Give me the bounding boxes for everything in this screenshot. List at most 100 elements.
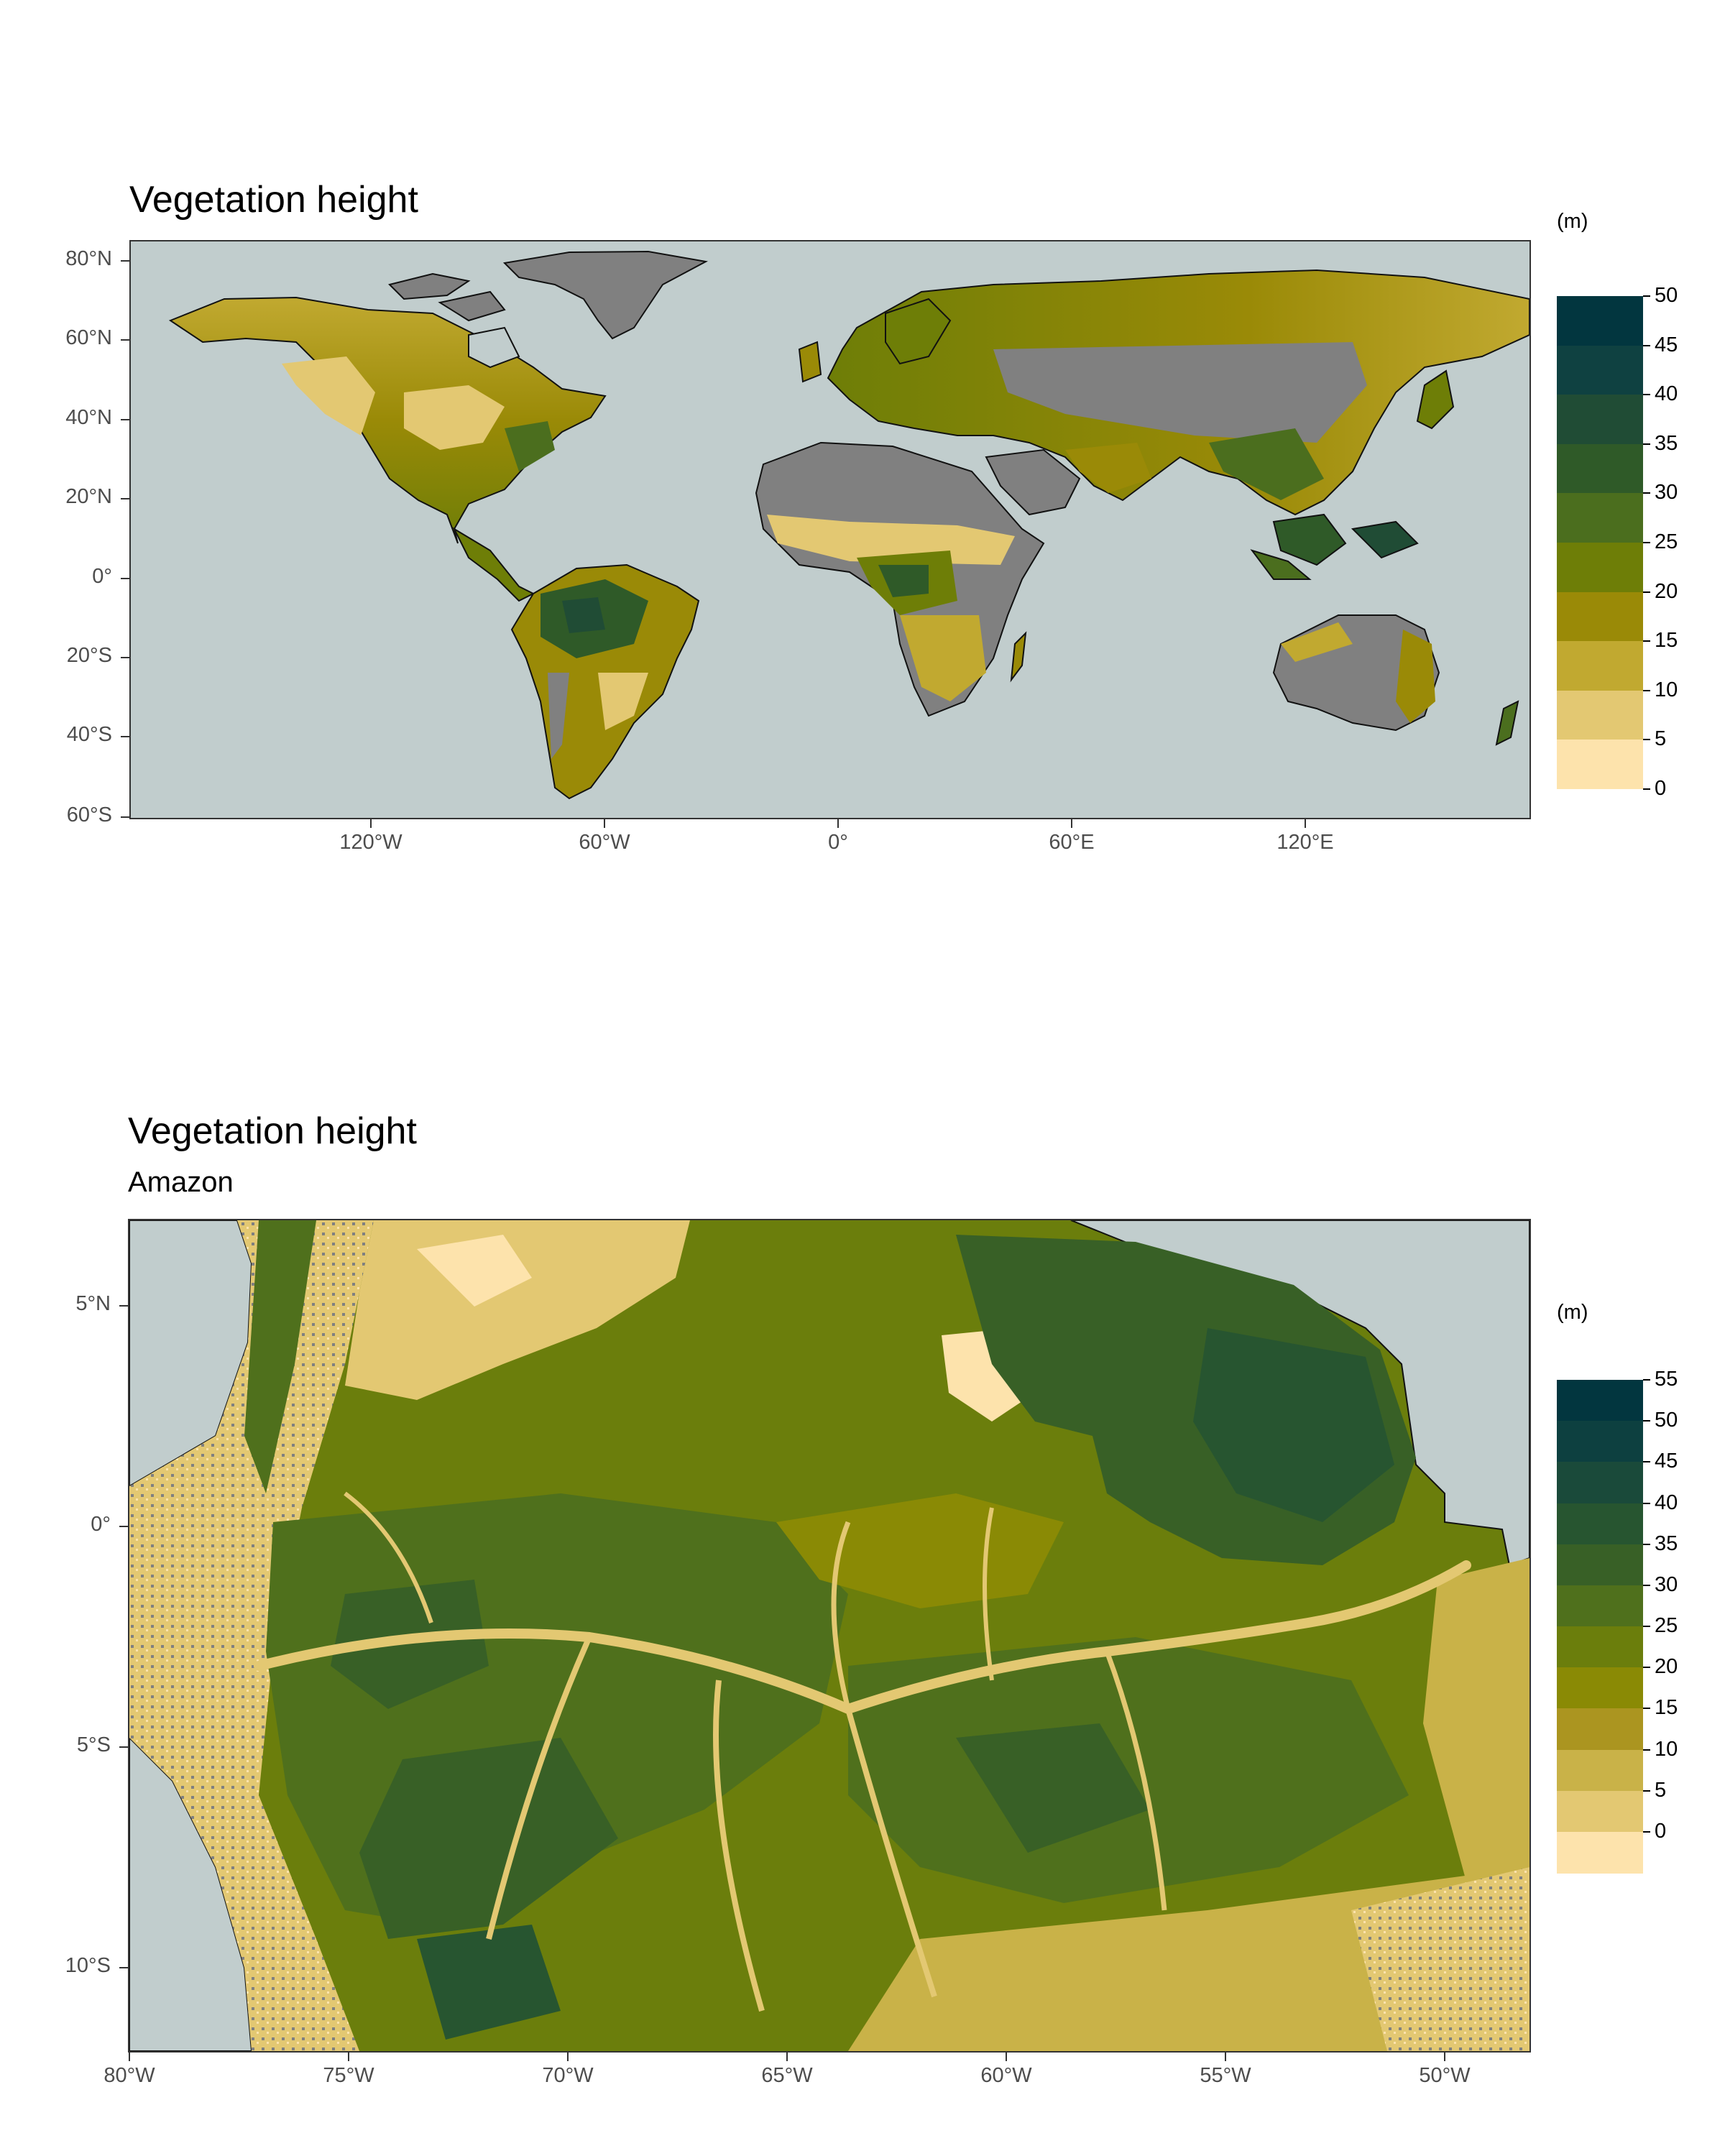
amazon-legend-label: 20: [1655, 1655, 1678, 1679]
world-x-label-120e: 120°E: [1276, 831, 1334, 854]
amazon-legend-label: 40: [1655, 1491, 1678, 1514]
amazon-river: [254, 1560, 1471, 1715]
greenland: [502, 250, 709, 340]
amazon-legend-swatch: [1557, 1503, 1643, 1545]
amazon-map-subtitle: Amazon: [128, 1166, 234, 1198]
world-map: [129, 240, 1531, 819]
world-map-canvas: [168, 250, 1530, 800]
world-legend-label: 15: [1655, 629, 1678, 653]
amazon-legend-tick: [1643, 1461, 1650, 1463]
amazon-legend-label: 15: [1655, 1696, 1678, 1720]
world-x-label-60e: 60°E: [1049, 831, 1095, 854]
world-legend-swatch: [1557, 296, 1643, 346]
amazon-legend-label: 30: [1655, 1572, 1678, 1596]
world-legend-tick: [1643, 640, 1650, 642]
world-x-label-60w: 60°W: [579, 831, 630, 854]
amazon-legend-label: 25: [1655, 1614, 1678, 1637]
amazon-x-label-55w: 55°W: [1200, 2064, 1251, 2087]
world-legend-label: 40: [1655, 382, 1678, 406]
world-y-label-40s: 40°S: [66, 723, 112, 746]
amazon-x-label-50w: 50°W: [1419, 2064, 1471, 2087]
world-y-label-80n: 80°N: [65, 247, 112, 270]
world-legend-tick: [1643, 542, 1650, 543]
amazon-map: [128, 1219, 1531, 2053]
amazon-legend-unit: (m): [1557, 1301, 1588, 1324]
world-legend-tick: [1643, 739, 1650, 741]
amazon-x-label-70w: 70°W: [542, 2064, 594, 2087]
amazon-legend-swatch: [1557, 1708, 1643, 1751]
world-legend-label: 35: [1655, 431, 1678, 455]
amazon-legend-swatch: [1557, 1544, 1643, 1586]
amazon-x-label-65w: 65°W: [761, 2064, 813, 2087]
amazon-legend-label: 50: [1655, 1409, 1678, 1432]
world-y-label-20s: 20°S: [66, 644, 112, 667]
amazon-x-label-75w: 75°W: [323, 2064, 374, 2087]
amazon-legend-tick: [1643, 1830, 1650, 1833]
world-legend-tick: [1643, 443, 1650, 445]
world-legend-tick: [1643, 689, 1650, 691]
amazon-legend-label: 0: [1655, 1819, 1667, 1843]
world-legend-colorbar: [1557, 296, 1643, 790]
amazon-legend-label: 55: [1655, 1368, 1678, 1391]
central-america: [452, 527, 535, 602]
world-legend-tick: [1643, 591, 1650, 593]
world-legend-swatch: [1557, 641, 1643, 691]
amazon-legend-tick: [1643, 1749, 1650, 1751]
amazon-y-label-5n: 5°N: [75, 1292, 111, 1315]
amazon-x-label-60w: 60°W: [980, 2064, 1032, 2087]
world-y-label-0: 0°: [92, 565, 112, 588]
world-legend-tick: [1643, 295, 1650, 297]
world-legend-swatch: [1557, 543, 1643, 592]
amazon-legend-swatch: [1557, 1626, 1643, 1668]
north-america: [168, 296, 607, 544]
amazon-legend-label: 45: [1655, 1450, 1678, 1473]
world-legend-tick: [1643, 492, 1650, 494]
world-legend-label: 50: [1655, 284, 1678, 307]
world-legend-label: 5: [1655, 727, 1667, 751]
world-y-label-60s: 60°S: [66, 803, 112, 826]
world-legend-swatch: [1557, 443, 1643, 494]
amazon-legend-tick: [1643, 1502, 1650, 1504]
amazon-legend-label: 35: [1655, 1531, 1678, 1555]
world-legend-swatch: [1557, 690, 1643, 740]
world-legend-swatch: [1557, 395, 1643, 445]
world-legend-tick: [1643, 788, 1650, 790]
world-legend-swatch: [1557, 345, 1643, 395]
amazon-legend-tick: [1643, 1420, 1650, 1422]
amazon-legend-tick: [1643, 1379, 1650, 1381]
world-legend-swatch: [1557, 591, 1643, 642]
amazon-legend-swatch: [1557, 1421, 1643, 1463]
world-legend-label: 30: [1655, 481, 1678, 505]
amazon-legend-swatch: [1557, 1831, 1643, 1874]
world-legend-swatch: [1557, 740, 1643, 790]
amazon-legend-swatch: [1557, 1749, 1643, 1792]
amazon-legend-swatch: [1557, 1462, 1643, 1504]
world-legend-swatch: [1557, 493, 1643, 543]
world-y-label-40n: 40°N: [65, 406, 112, 429]
amazon-y-label-5s: 5°S: [76, 1733, 111, 1756]
amazon-legend-label: 10: [1655, 1737, 1678, 1761]
world-legend-label: 20: [1655, 579, 1678, 603]
world-y-label-60n: 60°N: [65, 326, 112, 349]
amazon-legend-tick: [1643, 1667, 1650, 1669]
amazon-legend-label: 5: [1655, 1778, 1667, 1802]
amazon-legend-tick: [1643, 1789, 1650, 1792]
world-legend-unit: (m): [1557, 210, 1588, 233]
amazon-legend-swatch: [1557, 1380, 1643, 1422]
world-legend-label: 0: [1655, 777, 1667, 800]
world-map-title: Vegetation height: [129, 179, 418, 221]
world-legend-tick: [1643, 394, 1650, 396]
world-legend-tick: [1643, 344, 1650, 346]
amazon-legend-tick: [1643, 1708, 1650, 1710]
amazon-legend-swatch: [1557, 1585, 1643, 1627]
amazon-map-title: Vegetation height: [128, 1110, 417, 1152]
amazon-legend-swatch: [1557, 1790, 1643, 1833]
amazon-legend-tick: [1643, 1584, 1650, 1586]
world-x-label-120w: 120°W: [339, 831, 402, 854]
world-y-label-20n: 20°N: [65, 485, 112, 508]
amazon-y-label-0: 0°: [91, 1513, 111, 1536]
world-legend-label: 10: [1655, 678, 1678, 701]
amazon-legend-tick: [1643, 1626, 1650, 1627]
world-x-label-0: 0°: [828, 831, 848, 854]
world-legend-label: 25: [1655, 530, 1678, 553]
